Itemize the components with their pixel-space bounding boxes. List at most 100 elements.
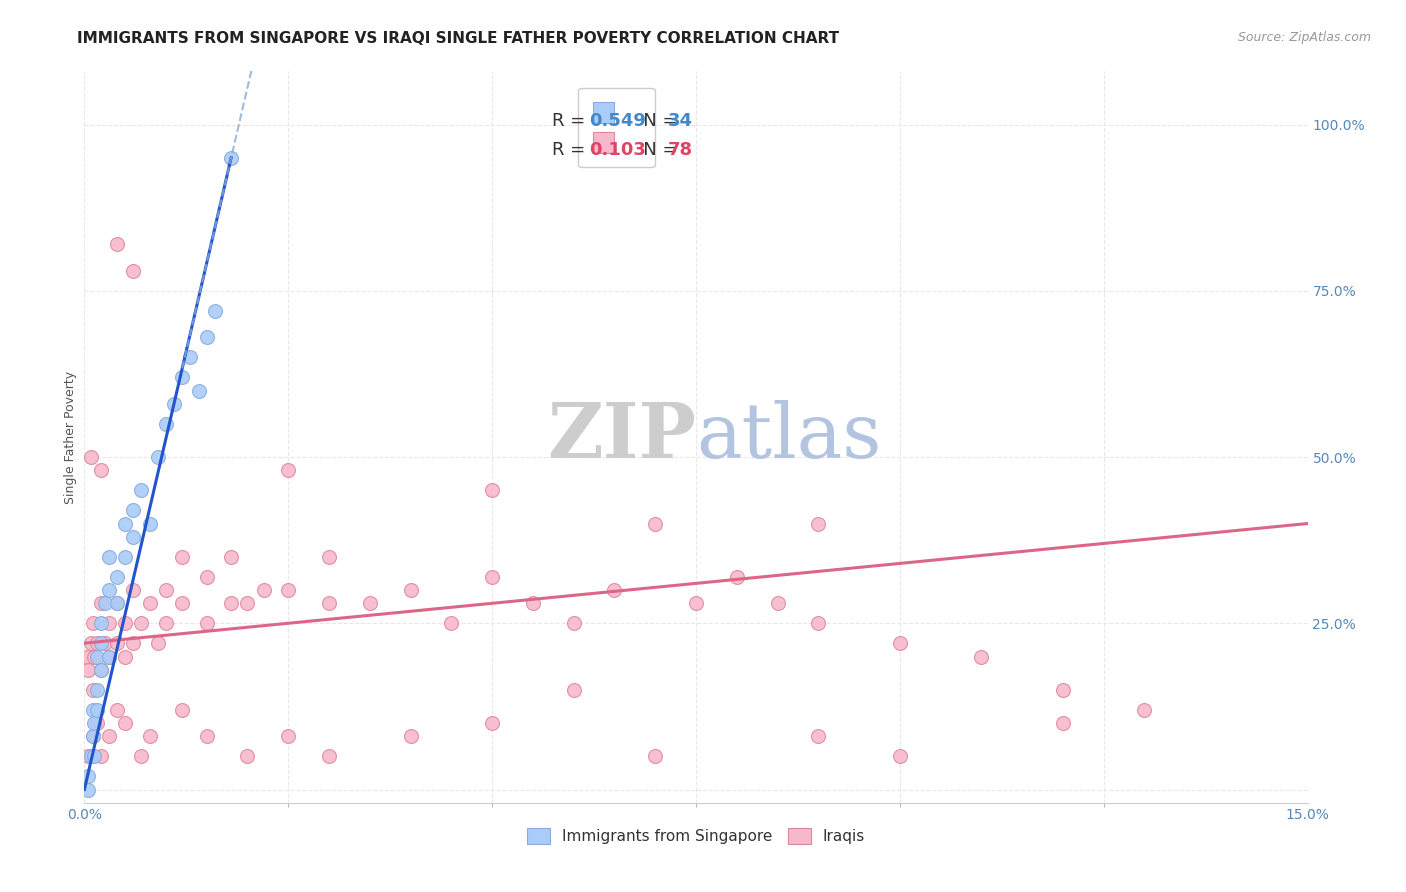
Point	[77, 663, 100, 677]
Point	[562, 616, 585, 631]
Point	[766, 596, 789, 610]
Point	[97, 649, 120, 664]
Point	[481, 570, 503, 584]
Point	[82, 682, 104, 697]
Point	[76, 649, 98, 664]
Text: 78: 78	[668, 141, 693, 159]
Point	[122, 636, 145, 650]
Point	[318, 749, 340, 764]
Point	[82, 616, 104, 631]
Text: R =: R =	[551, 141, 596, 159]
Point	[90, 596, 112, 610]
Point	[105, 570, 128, 584]
Point	[399, 729, 422, 743]
Point	[277, 729, 299, 743]
Point	[105, 636, 128, 650]
Point	[122, 264, 145, 278]
Point	[172, 370, 194, 384]
Point	[155, 417, 177, 431]
Point	[204, 303, 226, 318]
Point	[562, 682, 585, 697]
Point	[90, 749, 112, 764]
Point	[195, 729, 218, 743]
Point	[219, 549, 242, 564]
Point	[179, 351, 201, 365]
Point	[172, 703, 194, 717]
Point	[195, 616, 218, 631]
Point	[105, 596, 128, 610]
Point	[172, 596, 194, 610]
Point	[86, 649, 108, 664]
Point	[90, 636, 112, 650]
Point	[807, 729, 830, 743]
Point	[155, 582, 177, 597]
Text: 0.549: 0.549	[589, 112, 647, 129]
Point	[86, 703, 108, 717]
Point	[172, 549, 194, 564]
Point	[1052, 716, 1074, 731]
Point	[114, 516, 136, 531]
Text: ZIP: ZIP	[547, 401, 696, 474]
Point	[105, 596, 128, 610]
Point	[889, 749, 911, 764]
Point	[80, 749, 103, 764]
Point	[86, 636, 108, 650]
Point	[80, 636, 103, 650]
Point	[219, 596, 242, 610]
Point	[481, 716, 503, 731]
Point	[195, 570, 218, 584]
Point	[97, 582, 120, 597]
Point	[90, 463, 112, 477]
Point	[219, 151, 242, 165]
Point	[86, 682, 108, 697]
Point	[77, 769, 100, 783]
Point	[685, 596, 707, 610]
Text: 34: 34	[668, 112, 693, 129]
Point	[97, 649, 120, 664]
Point	[807, 516, 830, 531]
Point	[131, 616, 153, 631]
Point	[122, 503, 145, 517]
Point	[359, 596, 381, 610]
Point	[970, 649, 993, 664]
Point	[277, 463, 299, 477]
Point	[236, 749, 259, 764]
Point	[1052, 682, 1074, 697]
Point	[93, 596, 115, 610]
Text: N =: N =	[626, 112, 689, 129]
Point	[83, 649, 105, 664]
Point	[97, 616, 120, 631]
Point	[138, 596, 160, 610]
Point	[318, 549, 340, 564]
Point	[889, 636, 911, 650]
Point	[77, 782, 100, 797]
Point	[807, 616, 830, 631]
Point	[277, 582, 299, 597]
Point	[105, 237, 128, 252]
Point	[481, 483, 503, 498]
Point	[83, 716, 105, 731]
Point	[82, 729, 104, 743]
Point	[253, 582, 276, 597]
Point	[138, 516, 160, 531]
Point	[77, 749, 100, 764]
Y-axis label: Single Father Poverty: Single Father Poverty	[65, 370, 77, 504]
Point	[644, 749, 666, 764]
Point	[80, 450, 103, 464]
Point	[131, 749, 153, 764]
Point	[146, 636, 169, 650]
Point	[90, 663, 112, 677]
Point	[187, 384, 209, 398]
Point	[644, 516, 666, 531]
Text: IMMIGRANTS FROM SINGAPORE VS IRAQI SINGLE FATHER POVERTY CORRELATION CHART: IMMIGRANTS FROM SINGAPORE VS IRAQI SINGL…	[77, 31, 839, 46]
Point	[83, 749, 105, 764]
Point	[131, 483, 153, 498]
Point	[725, 570, 748, 584]
Point	[1133, 703, 1156, 717]
Point	[114, 649, 136, 664]
Text: atlas: atlas	[696, 401, 882, 474]
Point	[155, 616, 177, 631]
Point	[236, 596, 259, 610]
Point	[440, 616, 463, 631]
Point	[195, 330, 218, 344]
